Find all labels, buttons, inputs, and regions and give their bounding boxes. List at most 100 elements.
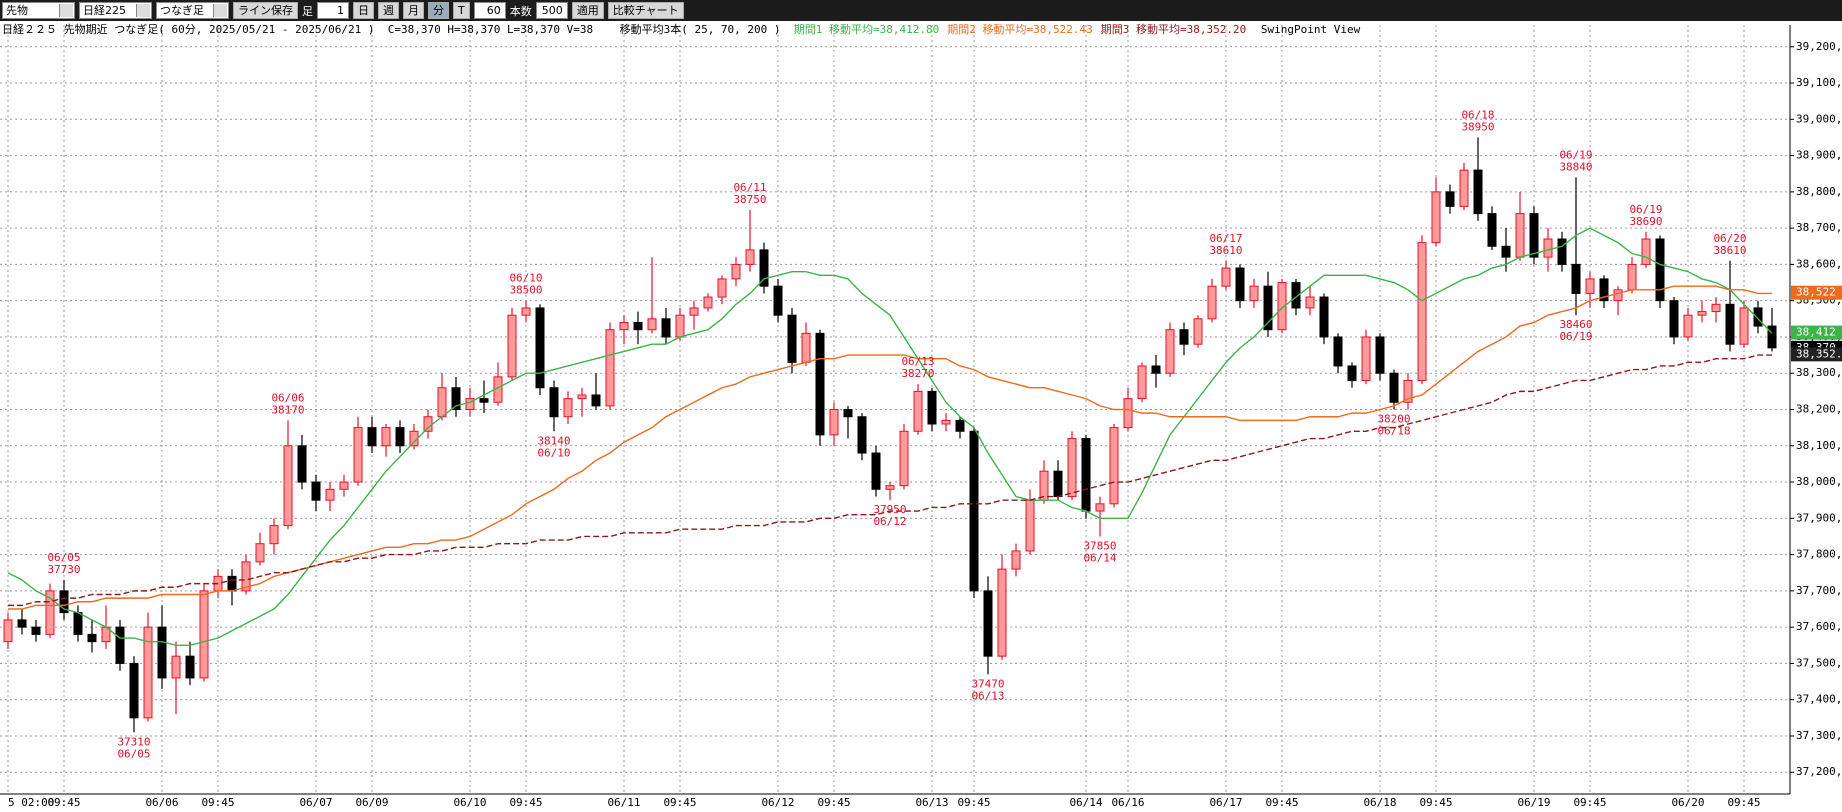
y-tick-label: 38,100,- bbox=[1796, 439, 1842, 452]
swing-date: 06/06 bbox=[271, 391, 304, 404]
swing-price: 38610 bbox=[1209, 244, 1242, 257]
apply-button[interactable]: 適用 bbox=[571, 2, 604, 19]
x-tick-label: 06/17 bbox=[1209, 796, 1242, 809]
candle-body bbox=[871, 452, 881, 490]
swing-price: 38500 bbox=[509, 284, 542, 297]
candle-body bbox=[535, 307, 545, 389]
minutes-input[interactable]: 60 bbox=[473, 2, 506, 19]
x-tick-label: 06/06 bbox=[145, 796, 178, 809]
candle-body bbox=[17, 619, 27, 628]
y-tick-label: 37,800,- bbox=[1796, 548, 1842, 561]
candle-body bbox=[1179, 329, 1189, 345]
candle-body bbox=[675, 314, 685, 338]
candle-body bbox=[941, 419, 951, 425]
candle-body bbox=[1109, 427, 1119, 505]
candle-body bbox=[983, 590, 993, 657]
swing-price: 38950 bbox=[1461, 120, 1494, 133]
swing-price: 38750 bbox=[733, 193, 766, 206]
y-tick-label: 38,700,- bbox=[1796, 221, 1842, 234]
unit-button[interactable]: 月 bbox=[403, 2, 424, 19]
candle-body bbox=[1417, 242, 1427, 381]
price-tag-label: 38,352. bbox=[1796, 347, 1842, 360]
unit-button[interactable]: T bbox=[453, 2, 470, 19]
x-tick-label: 06/14 bbox=[1069, 796, 1102, 809]
candle-body bbox=[115, 626, 125, 664]
candle-body bbox=[437, 387, 447, 418]
candle-body bbox=[1613, 289, 1623, 302]
swing-price: 38140 bbox=[537, 434, 570, 447]
candle-body bbox=[1011, 550, 1021, 570]
candle-body bbox=[297, 445, 307, 483]
candle-body bbox=[1319, 296, 1329, 338]
candle-body bbox=[1025, 499, 1035, 552]
candle-body bbox=[605, 329, 615, 407]
bars-input[interactable]: 500 bbox=[535, 2, 568, 19]
save-button[interactable]: ライン保存 bbox=[233, 2, 298, 19]
chart-title: 日経２２５ 先物期近 つなぎ足( 60分, 2025/05/21 - 2025/… bbox=[2, 23, 781, 36]
x-tick-label: 06/12 bbox=[761, 796, 794, 809]
x-tick-label: 06/10 bbox=[453, 796, 486, 809]
x-tick-label: 09:45 bbox=[47, 796, 80, 809]
candle-body bbox=[661, 318, 671, 338]
candle-body bbox=[1529, 213, 1539, 258]
x-tick-label: 09:45 bbox=[1265, 796, 1298, 809]
ashi-label: 足 bbox=[302, 4, 313, 18]
toolbar: 先物 日経225 つなぎ足 ライン保存 足 1 日 週 月 分 T 60 本数 … bbox=[0, 0, 1842, 21]
swing-date: 06/13 bbox=[901, 355, 934, 368]
candle-body bbox=[1487, 213, 1497, 247]
y-tick-label: 39,000,- bbox=[1796, 112, 1842, 125]
unit-button[interactable]: 分 bbox=[428, 2, 449, 19]
candle-body bbox=[633, 321, 643, 331]
y-tick-label: 37,300,- bbox=[1796, 729, 1842, 742]
x-tick-label: 09:45 bbox=[1573, 796, 1606, 809]
x-tick-label: 06/13 bbox=[915, 796, 948, 809]
candle-body bbox=[1683, 314, 1693, 338]
mode-select[interactable]: つなぎ足 bbox=[156, 2, 229, 19]
candle-body bbox=[1515, 213, 1525, 258]
x-tick-label: 06/20 bbox=[1671, 796, 1704, 809]
ma-line bbox=[8, 354, 1772, 607]
legend-entry: 期間2 移動平均=38,522.43 bbox=[947, 23, 1093, 36]
candle-body bbox=[955, 419, 965, 432]
y-tick-label: 38,800,- bbox=[1796, 185, 1842, 198]
candle-body bbox=[577, 394, 587, 400]
candle-body bbox=[1389, 372, 1399, 403]
candle-body bbox=[255, 543, 265, 563]
candle-body bbox=[185, 655, 195, 679]
candle-body bbox=[521, 307, 531, 316]
swing-date: 06/10 bbox=[537, 446, 570, 459]
swing-date: 06/17 bbox=[1209, 232, 1242, 245]
candle-body bbox=[1473, 169, 1483, 215]
candle-body bbox=[843, 409, 853, 418]
candle-body bbox=[1347, 365, 1357, 381]
candle-body bbox=[1599, 278, 1609, 302]
candle-body bbox=[87, 633, 97, 643]
index-select[interactable]: 日経225 bbox=[79, 2, 152, 19]
candle-body bbox=[1235, 267, 1245, 302]
candle-body bbox=[1333, 336, 1343, 367]
candle-body bbox=[1459, 169, 1469, 207]
candle-body bbox=[1641, 238, 1651, 265]
candle-body bbox=[73, 612, 83, 635]
market-select[interactable]: 先物 bbox=[2, 2, 75, 19]
x-tick-label: 09:45 bbox=[957, 796, 990, 809]
candle-body bbox=[1207, 285, 1217, 320]
candle-body bbox=[717, 278, 727, 298]
x-tick-label: 09:45 bbox=[201, 796, 234, 809]
unit-button[interactable]: 週 bbox=[378, 2, 399, 19]
x-tick-label: 06/09 bbox=[355, 796, 388, 809]
candle-body bbox=[507, 314, 517, 378]
compare-button[interactable]: 比較チャート bbox=[607, 2, 684, 19]
unit-button[interactable]: 日 bbox=[353, 2, 374, 19]
x-tick-label: 09:45 bbox=[1727, 796, 1760, 809]
count-input[interactable]: 1 bbox=[317, 2, 349, 19]
swing-price: 37730 bbox=[47, 563, 80, 576]
swing-date: 06/11 bbox=[733, 181, 766, 194]
ma-line bbox=[8, 285, 1772, 610]
candle-body bbox=[1711, 303, 1721, 313]
candle-body bbox=[451, 387, 461, 410]
candle-body bbox=[1361, 336, 1371, 381]
x-tick-label: 06/07 bbox=[299, 796, 332, 809]
candle-body bbox=[1263, 285, 1273, 331]
